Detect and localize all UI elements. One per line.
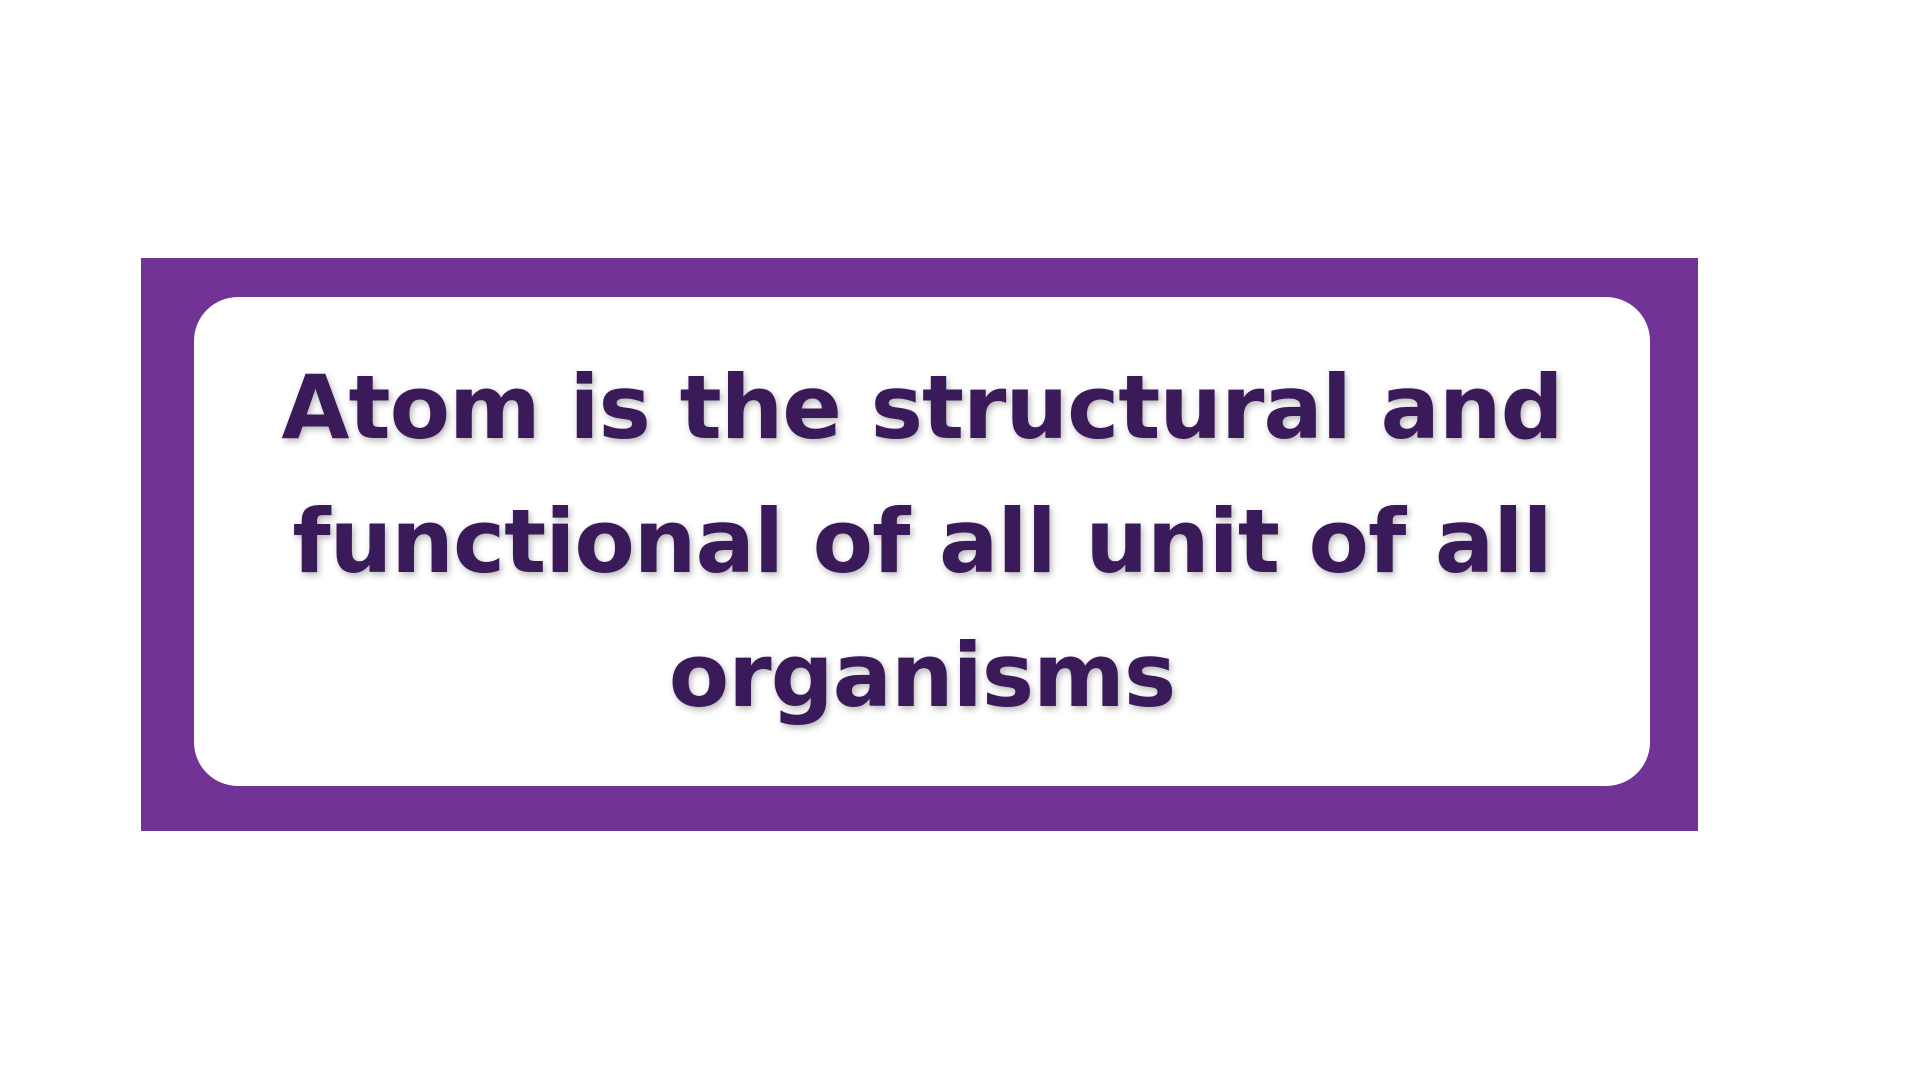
statement-text: Atom is the structural and functional of… <box>281 355 1563 727</box>
text-card: Atom is the structural and functional of… <box>194 297 1650 786</box>
purple-frame: Atom is the structural and functional of… <box>141 258 1698 831</box>
